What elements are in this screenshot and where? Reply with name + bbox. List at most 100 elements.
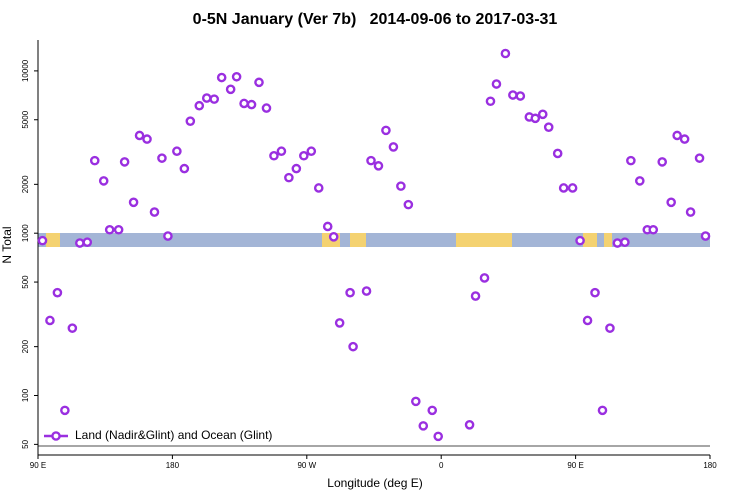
point (276, 146, 287, 157)
point (672, 130, 682, 141)
point (590, 287, 600, 298)
land-band (350, 233, 366, 247)
point (67, 323, 78, 333)
point (388, 142, 399, 152)
point (515, 91, 526, 101)
point (185, 116, 196, 126)
point (700, 231, 711, 241)
x-tick-label: 180 (166, 461, 180, 470)
point (231, 71, 242, 82)
point (597, 405, 608, 416)
point (433, 431, 444, 442)
y-tick-label: 200 (21, 339, 30, 353)
point (558, 183, 569, 193)
point (418, 421, 429, 431)
point (179, 163, 190, 174)
point (254, 77, 264, 88)
point (209, 94, 220, 104)
point (194, 100, 205, 111)
point (82, 237, 93, 248)
point (648, 224, 659, 235)
point (411, 396, 421, 407)
point (552, 148, 563, 159)
point (470, 291, 481, 301)
legend-label: Land (Nadir&Glint) and Ocean (Glint) (75, 428, 272, 442)
point (134, 130, 145, 141)
point (575, 235, 585, 246)
point (216, 72, 227, 83)
y-tick-label: 500 (21, 275, 30, 289)
point (403, 199, 414, 210)
point (620, 237, 630, 248)
land-band (604, 233, 612, 247)
point (291, 163, 302, 174)
point (537, 109, 548, 120)
point (685, 207, 696, 217)
x-tick-label: 90 E (567, 461, 583, 470)
point (666, 197, 676, 208)
point (45, 315, 55, 326)
surface-band (38, 233, 710, 247)
point (345, 287, 355, 298)
point (225, 84, 236, 95)
point (485, 96, 496, 107)
point (626, 155, 636, 166)
point (605, 323, 615, 333)
point (246, 99, 257, 110)
y-tick-label: 50 (21, 439, 30, 448)
x-axis-label: Longitude (deg E) (327, 476, 422, 490)
point (98, 176, 109, 186)
point (299, 150, 309, 161)
point (261, 103, 272, 113)
point (679, 134, 690, 144)
point (142, 134, 152, 144)
point (567, 183, 578, 193)
x-tick-label: 90 E (30, 461, 46, 470)
point (381, 125, 391, 136)
point (157, 153, 167, 163)
chart-title: 0-5N January (Ver 7b) 2014-09-06 to 2017… (193, 11, 558, 28)
point (313, 183, 324, 193)
point (104, 224, 115, 235)
y-tick-label: 1000 (21, 224, 30, 242)
point (128, 197, 139, 208)
point (635, 176, 645, 186)
point (582, 315, 593, 326)
point (37, 235, 48, 246)
point (543, 122, 554, 132)
y-tick-label: 5000 (21, 110, 30, 128)
point (60, 405, 70, 416)
point (348, 341, 358, 352)
point (508, 90, 518, 100)
land-band (456, 233, 512, 247)
point (163, 231, 173, 241)
point (119, 157, 130, 167)
point (89, 155, 100, 166)
land-band (583, 233, 597, 247)
y-tick-label: 10000 (21, 59, 30, 82)
point (396, 181, 406, 191)
point (75, 238, 85, 248)
y-tick-label: 2000 (21, 175, 30, 193)
point (366, 155, 376, 166)
point (530, 113, 541, 124)
point (612, 238, 623, 248)
point (322, 221, 333, 232)
point (52, 287, 63, 298)
x-tick-label: 90 W (297, 461, 316, 470)
point (361, 286, 372, 296)
point (149, 207, 160, 217)
point (334, 318, 345, 328)
point (657, 157, 668, 167)
point (694, 153, 705, 163)
point (328, 232, 339, 242)
point (427, 405, 438, 416)
point (373, 161, 384, 171)
point (269, 150, 279, 161)
x-tick-label: 0 (439, 461, 444, 470)
point (172, 146, 182, 157)
point (201, 93, 212, 103)
y-tick-label: 100 (21, 388, 30, 402)
x-tick-label: 180 (703, 461, 717, 470)
